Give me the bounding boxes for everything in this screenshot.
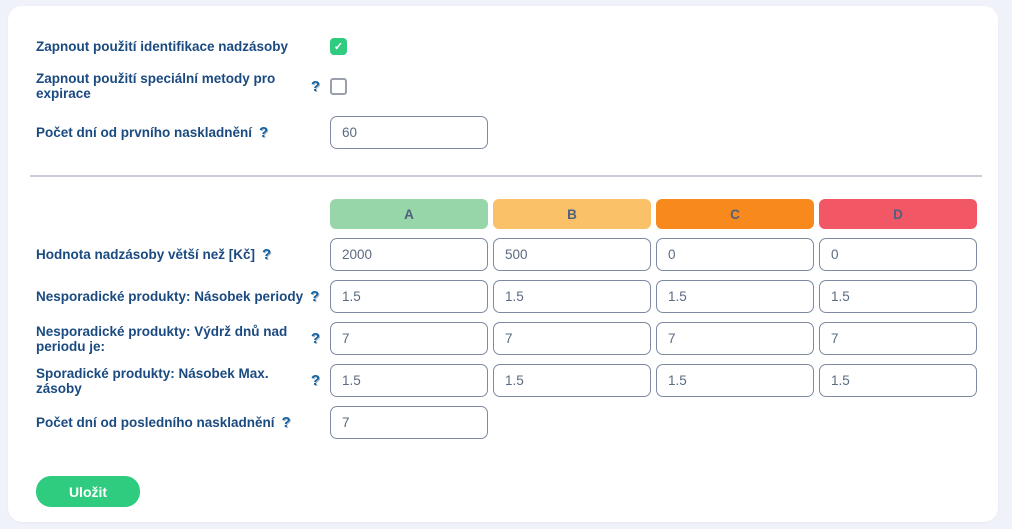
help-icon[interactable]: ?	[310, 330, 320, 347]
settings-panel: Zapnout použití identifikace nadzásoby ✓…	[8, 6, 998, 522]
matrix-row-label-text: Sporadické produkty: Násobek Max. zásoby	[36, 365, 269, 396]
matrix-row-label-text: Nesporadické produkty: Výdrž dnů nad per…	[36, 323, 288, 354]
matrix-input[interactable]	[330, 238, 488, 271]
matrix-row-label: Nesporadické produkty: Výdrž dnů nad per…	[36, 324, 330, 354]
input-pocet-dni-od-prvniho-naskladneni[interactable]	[330, 116, 488, 149]
matrix-row-label: Nesporadické produkty: Násobek periody ?	[36, 289, 330, 304]
setting-label-text: Počet dní od prvního naskladnění	[36, 125, 253, 140]
matrix-row-label-text: Počet dní od posledního naskladnění	[36, 415, 275, 430]
matrix-input[interactable]	[656, 280, 814, 313]
help-icon[interactable]: ?	[262, 246, 272, 263]
save-button[interactable]: Uložit	[36, 476, 140, 507]
column-header-c: C	[656, 199, 814, 229]
matrix-input[interactable]	[656, 364, 814, 397]
matrix-input[interactable]	[819, 364, 977, 397]
matrix-input[interactable]	[493, 364, 651, 397]
checkbox-specialni-metody-expirace[interactable]	[330, 77, 347, 95]
matrix-row-pocet-dni-posledniho: Počet dní od posledního naskladnění ?	[36, 406, 998, 439]
setting-label-text: Zapnout použití speciální metody pro exp…	[36, 71, 276, 101]
setting-row-pocet-dni-prvniho: Počet dní od prvního naskladnění ?	[36, 116, 998, 149]
matrix-input[interactable]	[656, 322, 814, 355]
matrix-input[interactable]	[493, 280, 651, 313]
matrix-input[interactable]	[819, 238, 977, 271]
matrix-input[interactable]	[819, 280, 977, 313]
matrix-row-nasobek-periody: Nesporadické produkty: Násobek periody ?	[36, 280, 998, 313]
matrix-row-label-text: Hodnota nadzásoby větší než [Kč]	[36, 247, 256, 262]
column-header-b: B	[493, 199, 651, 229]
matrix-row-label-text: Nesporadické produkty: Násobek periody	[36, 289, 304, 304]
setting-row-expirace: Zapnout použití speciální metody pro exp…	[36, 71, 998, 101]
matrix-row-nasobek-max-zasoby: Sporadické produkty: Násobek Max. zásoby…	[36, 364, 998, 397]
column-header-d: D	[819, 199, 977, 229]
matrix-row-vydrz-dnu: Nesporadické produkty: Výdrž dnů nad per…	[36, 322, 998, 355]
help-icon[interactable]: ?	[259, 124, 269, 141]
matrix-input[interactable]	[656, 238, 814, 271]
setting-label: Zapnout použití speciální metody pro exp…	[36, 71, 330, 101]
matrix-input[interactable]	[330, 322, 488, 355]
setting-row-identifikace: Zapnout použití identifikace nadzásoby ✓	[36, 36, 998, 56]
help-icon[interactable]: ?	[310, 77, 320, 95]
setting-label-text: Zapnout použití identifikace nadzásoby	[36, 38, 289, 54]
help-icon[interactable]: ?	[281, 414, 291, 431]
setting-label: Zapnout použití identifikace nadzásoby	[36, 39, 330, 54]
matrix-row-label: Hodnota nadzásoby větší než [Kč] ?	[36, 247, 330, 262]
section-divider	[30, 175, 982, 177]
column-header-a: A	[330, 199, 488, 229]
matrix-input[interactable]	[819, 322, 977, 355]
matrix-input[interactable]	[493, 322, 651, 355]
matrix-row-label: Sporadické produkty: Násobek Max. zásoby…	[36, 366, 330, 396]
matrix-input[interactable]	[330, 364, 488, 397]
matrix-input[interactable]	[330, 280, 488, 313]
matrix-row-label: Počet dní od posledního naskladnění ?	[36, 415, 330, 430]
matrix-input[interactable]	[493, 238, 651, 271]
matrix-input[interactable]	[330, 406, 488, 439]
matrix-header-row: A B C D	[36, 199, 998, 229]
checkbox-identifikace-nadzasoby[interactable]: ✓	[330, 37, 347, 55]
help-icon[interactable]: ?	[310, 372, 320, 389]
setting-label: Počet dní od prvního naskladnění ?	[36, 125, 330, 140]
help-icon[interactable]: ?	[310, 288, 320, 305]
matrix-row-hodnota-nadzasoby: Hodnota nadzásoby větší než [Kč] ?	[36, 238, 998, 271]
